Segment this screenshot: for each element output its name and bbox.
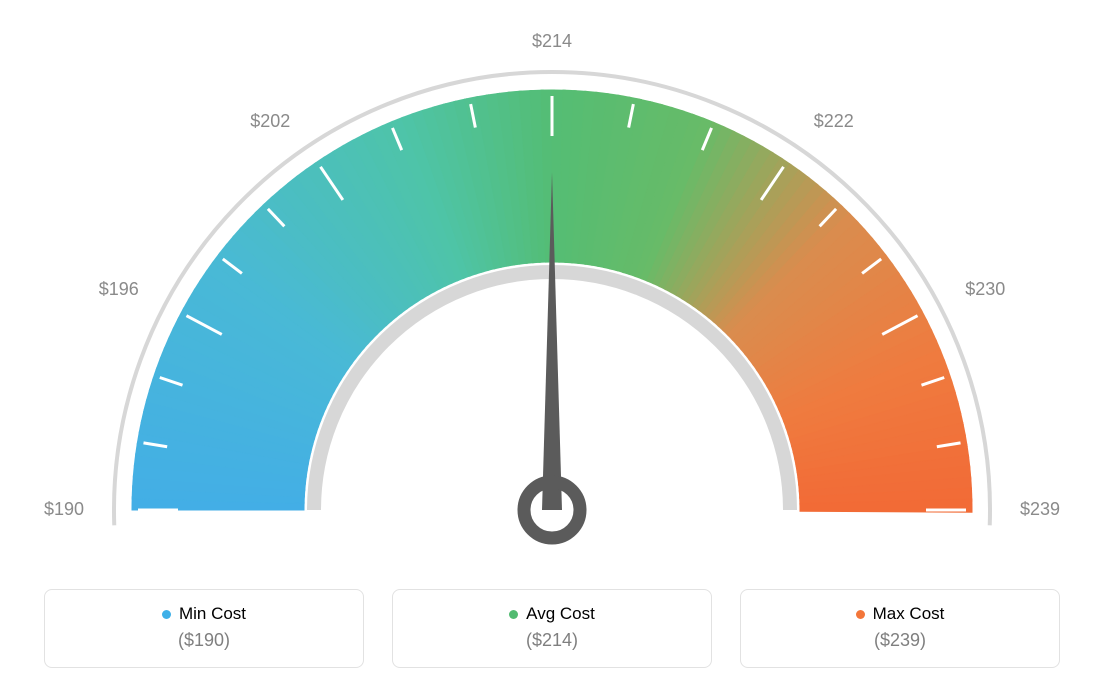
legend-title-min: Min Cost [162, 604, 246, 624]
legend-label: Min Cost [179, 604, 246, 624]
legend-label: Max Cost [873, 604, 945, 624]
legend-card-min: Min Cost ($190) [44, 589, 364, 668]
tick-label: $196 [99, 279, 139, 299]
tick-label: $190 [44, 499, 84, 519]
tick-label: $239 [1020, 499, 1060, 519]
tick-label: $230 [965, 279, 1005, 299]
legend-value-max: ($239) [759, 630, 1041, 651]
legend-value-min: ($190) [63, 630, 345, 651]
dot-icon [162, 610, 171, 619]
dot-icon [509, 610, 518, 619]
legend-title-avg: Avg Cost [509, 604, 595, 624]
legend-card-max: Max Cost ($239) [740, 589, 1060, 668]
legend-row: Min Cost ($190) Avg Cost ($214) Max Cost… [0, 589, 1104, 668]
legend-title-max: Max Cost [856, 604, 945, 624]
legend-label: Avg Cost [526, 604, 595, 624]
tick-label: $222 [814, 111, 854, 131]
gauge-chart: $190 $196 $202 $214 $222 $230 $239 [0, 10, 1104, 570]
legend-value-avg: ($214) [411, 630, 693, 651]
tick-label: $214 [532, 31, 572, 51]
tick-label: $202 [250, 111, 290, 131]
legend-card-avg: Avg Cost ($214) [392, 589, 712, 668]
gauge-svg: $190 $196 $202 $214 $222 $230 $239 [0, 10, 1104, 570]
dot-icon [856, 610, 865, 619]
